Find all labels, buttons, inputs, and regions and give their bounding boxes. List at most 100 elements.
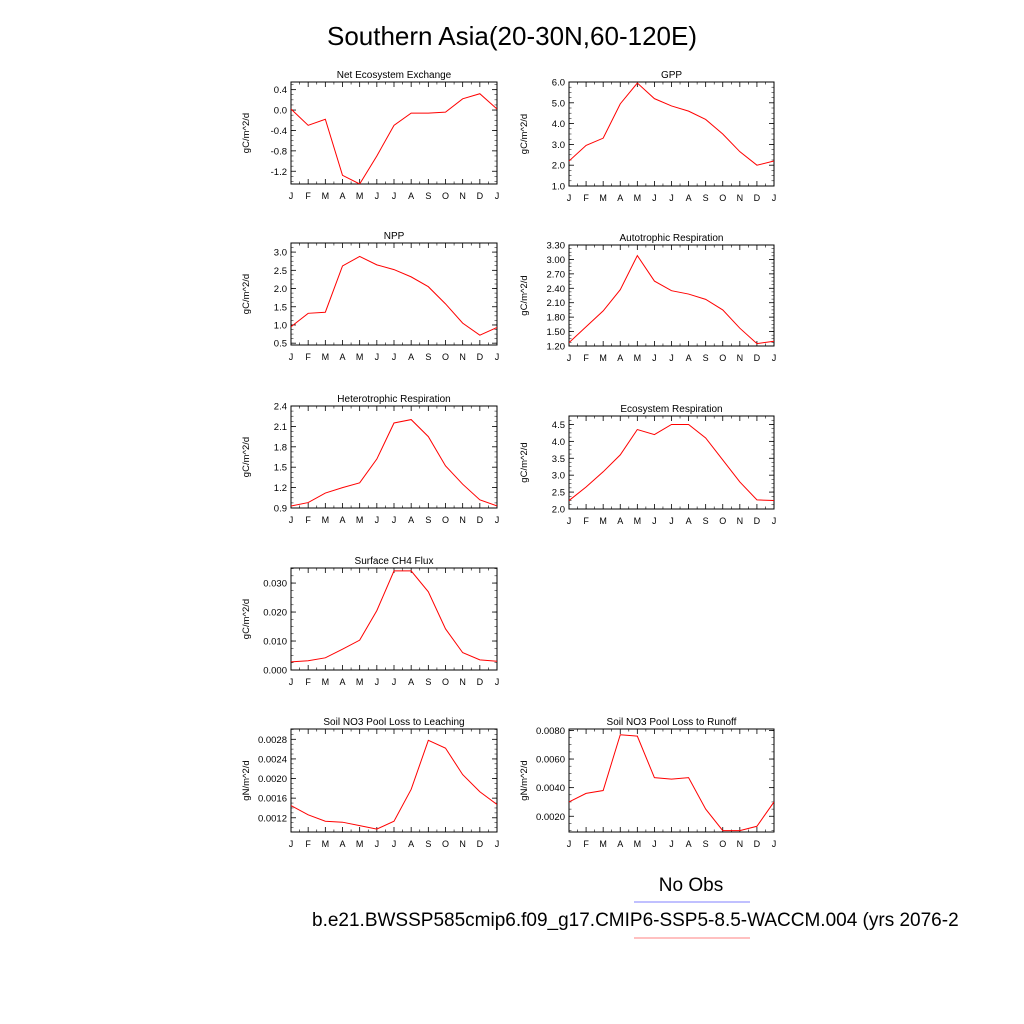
y-tick-label: 1.8 — [274, 442, 287, 453]
y-tick-label: 3.30 — [547, 241, 566, 252]
x-tick-label: J — [289, 515, 294, 525]
x-tick-label: S — [425, 677, 431, 687]
plot-frame — [290, 728, 498, 833]
y-tick-label: 2.10 — [547, 298, 566, 309]
y-tick-label: 1.50 — [547, 327, 566, 338]
x-tick-label: F — [583, 193, 589, 203]
x-tick-label: J — [375, 191, 380, 201]
panel-title: Net Ecosystem Exchange — [337, 70, 452, 81]
x-tick-label: A — [339, 191, 345, 201]
plot-frame — [568, 81, 775, 187]
x-tick-label: J — [495, 191, 500, 201]
x-tick-label: J — [567, 193, 572, 203]
x-tick-label: M — [599, 353, 607, 363]
page-title: Southern Asia(20-30N,60-120E) — [327, 21, 697, 51]
series-line — [291, 739, 497, 830]
x-tick-label: O — [719, 516, 726, 526]
y-tick-label: 1.20 — [547, 342, 566, 353]
y-tick-label: 0.5 — [274, 339, 287, 350]
x-tick-label: S — [703, 516, 709, 526]
x-tick-label: D — [477, 677, 484, 687]
x-tick-label: N — [459, 677, 466, 687]
y-tick-label: 0.0040 — [536, 783, 565, 794]
x-tick-label: J — [567, 353, 572, 363]
series-line — [291, 419, 497, 507]
x-tick-label: J — [289, 839, 294, 849]
x-tick-label: S — [703, 353, 709, 363]
y-axis-label: gC/m^2/d — [241, 437, 252, 477]
x-tick-label: A — [339, 677, 345, 687]
y-tick-label: 0.0024 — [258, 754, 287, 765]
x-tick-label: A — [408, 839, 414, 849]
x-tick-label: F — [583, 839, 589, 849]
plot-frame — [568, 415, 775, 510]
plot-frame — [568, 728, 775, 833]
y-tick-label: 0.000 — [263, 666, 287, 677]
y-tick-label: 3.0 — [274, 248, 287, 259]
x-tick-label: J — [652, 516, 657, 526]
y-tick-label: 0.9 — [274, 504, 287, 515]
x-tick-label: S — [703, 839, 709, 849]
x-tick-label: M — [322, 839, 330, 849]
x-tick-label: A — [408, 677, 414, 687]
x-tick-label: F — [583, 516, 589, 526]
y-tick-label: 2.4 — [274, 402, 287, 413]
x-tick-label: A — [339, 515, 345, 525]
legend: No Obs b.e21.BWSSP585cmip6.f09_g17.CMIP6… — [312, 875, 959, 939]
x-tick-label: J — [375, 515, 380, 525]
x-tick-label: N — [737, 193, 744, 203]
panel-title: Heterotrophic Respiration — [337, 394, 450, 405]
y-tick-label: 0.0060 — [536, 755, 565, 766]
series-line — [291, 570, 497, 663]
y-tick-label: 0.0016 — [258, 794, 287, 805]
x-tick-label: M — [322, 677, 330, 687]
y-tick-label: 1.5 — [274, 302, 287, 313]
x-tick-label: F — [305, 191, 311, 201]
x-tick-label: M — [322, 515, 330, 525]
x-tick-label: M — [356, 191, 364, 201]
x-tick-label: J — [669, 516, 674, 526]
x-tick-label: D — [754, 193, 761, 203]
y-axis-label: gC/m^2/d — [241, 274, 252, 314]
x-tick-label: J — [392, 839, 397, 849]
x-tick-label: M — [634, 839, 642, 849]
y-tick-label: 0.0080 — [536, 726, 565, 737]
x-tick-label: F — [305, 352, 311, 362]
x-tick-label: D — [477, 191, 484, 201]
x-tick-label: J — [567, 839, 572, 849]
x-tick-label: O — [442, 352, 449, 362]
x-tick-label: J — [669, 353, 674, 363]
x-tick-label: S — [425, 839, 431, 849]
x-tick-label: A — [339, 352, 345, 362]
x-tick-label: A — [408, 191, 414, 201]
x-tick-label: A — [617, 353, 623, 363]
x-tick-label: A — [686, 839, 692, 849]
x-tick-label: J — [772, 193, 777, 203]
panel-title: Ecosystem Respiration — [620, 404, 722, 415]
x-tick-label: J — [375, 677, 380, 687]
x-tick-label: A — [686, 353, 692, 363]
x-tick-label: D — [477, 515, 484, 525]
y-axis-label: gC/m^2/d — [519, 114, 530, 154]
x-tick-label: J — [495, 352, 500, 362]
y-tick-label: 1.5 — [274, 463, 287, 474]
x-tick-label: J — [495, 839, 500, 849]
x-tick-label: M — [322, 352, 330, 362]
x-tick-label: O — [442, 839, 449, 849]
x-tick-label: J — [772, 516, 777, 526]
y-tick-label: 2.1 — [274, 422, 287, 433]
x-tick-label: J — [772, 353, 777, 363]
y-tick-label: -1.2 — [271, 167, 287, 178]
x-tick-label: D — [477, 839, 484, 849]
y-tick-label: 6.0 — [552, 78, 565, 89]
x-tick-label: O — [442, 515, 449, 525]
x-tick-label: N — [459, 191, 466, 201]
x-tick-label: M — [599, 193, 607, 203]
y-tick-label: 2.5 — [274, 266, 287, 277]
x-tick-label: M — [599, 516, 607, 526]
x-tick-label: J — [495, 677, 500, 687]
x-tick-label: S — [703, 193, 709, 203]
y-tick-label: 1.80 — [547, 313, 566, 324]
